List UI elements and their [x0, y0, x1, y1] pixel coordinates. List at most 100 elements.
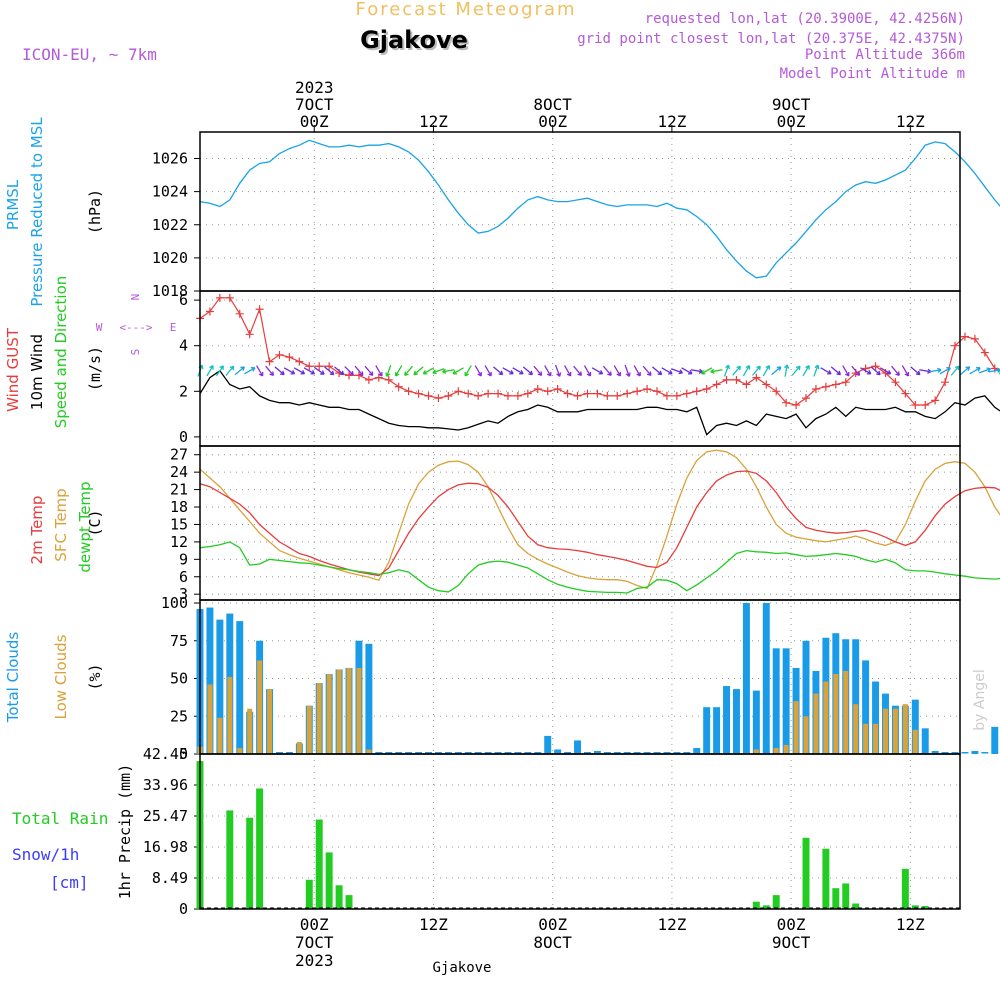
- total-cloud-bar: [603, 752, 611, 754]
- gust-point: [285, 353, 294, 362]
- wind-direction-arrow: [732, 365, 741, 376]
- compass-e: E: [170, 321, 177, 334]
- wind-direction-arrow: [633, 365, 641, 377]
- total-cloud-bar: [633, 752, 641, 754]
- total-cloud-bar: [921, 728, 929, 754]
- total-cloud-bar: [415, 752, 423, 754]
- gust-point: [533, 385, 542, 394]
- location-title-shadow: Gjakove: [362, 28, 470, 56]
- gust-point: [414, 389, 423, 398]
- sfc-temp-label: SFC Temp: [52, 488, 70, 561]
- wind-direction-arrow: [474, 365, 482, 377]
- total-cloud-bar: [713, 707, 721, 754]
- total-cloud-bar: [434, 752, 442, 754]
- wind-direction-arrow: [642, 365, 652, 376]
- gust-point: [821, 382, 830, 391]
- y-tick-label: 1022: [152, 216, 188, 234]
- wind-direction-arrow: [256, 365, 264, 377]
- wind-direction-arrow: [929, 367, 942, 373]
- gust-point: [255, 305, 264, 314]
- gust-point: [951, 341, 960, 350]
- wind-direction-arrow: [283, 367, 296, 375]
- bottom-tick-hour: 00Z: [538, 915, 567, 934]
- gust-point: [513, 391, 522, 400]
- wind-direction-arrow: [225, 365, 235, 376]
- gust-point: [553, 385, 562, 394]
- y-axis-label: (m/s): [86, 346, 104, 391]
- temp2m-line: [199, 470, 1000, 577]
- y-tick-label: 100: [161, 594, 188, 612]
- rain-bar: [345, 895, 353, 909]
- total-cloud-bar: [395, 752, 403, 754]
- gust-point: [394, 382, 403, 391]
- y-tick-label: 3: [179, 585, 188, 603]
- point-altitude: Point Altitude 366m: [805, 47, 965, 63]
- gust-point: [235, 309, 244, 318]
- wind-direction-arrow: [762, 365, 770, 377]
- wind-direction-arrow: [344, 366, 354, 376]
- y-tick-label: 15: [170, 515, 188, 533]
- low-cloud-bar: [247, 708, 253, 754]
- model-altitude: Model Point Altitude m: [780, 66, 965, 82]
- rain-bar: [901, 868, 909, 909]
- wind-direction-arrow: [681, 367, 693, 375]
- top-tick-hour: 12Z: [896, 112, 925, 131]
- total-clouds-label: Total Clouds: [4, 632, 22, 724]
- gust-label: Wind GUST: [4, 327, 22, 412]
- wind-direction-arrow: [820, 367, 832, 375]
- wind-direction-arrow: [802, 365, 810, 377]
- wind-direction-arrow: [851, 365, 861, 376]
- bottom-tick-hour: 12Z: [896, 915, 925, 934]
- model-name: ICON-EU, ~ 7km: [22, 45, 157, 64]
- low-cloud-bar: [783, 744, 789, 754]
- low-cloud-bar: [237, 747, 243, 754]
- gust-point: [494, 389, 503, 398]
- gust-point: [643, 385, 652, 394]
- total-cloud-bar: [285, 752, 293, 754]
- rain-bar: [246, 817, 254, 909]
- y-tick-label: 12: [170, 533, 188, 551]
- total-cloud-bar: [961, 752, 969, 754]
- y-tick-label: 1018: [152, 282, 188, 300]
- total-cloud-bar: [862, 660, 870, 754]
- wind-direction-arrow: [215, 365, 224, 377]
- total-cloud-bar: [216, 619, 224, 754]
- total-cloud-bar: [732, 689, 740, 754]
- wind-direction-arrow: [613, 365, 621, 377]
- wind-direction-arrow: [324, 366, 335, 376]
- rain-bar: [921, 906, 929, 909]
- dewpt-line: [199, 541, 1000, 594]
- wind-direction-arrow: [274, 366, 285, 376]
- wind-direction-arrow: [573, 365, 583, 376]
- gust-point: [325, 362, 334, 371]
- y-tick-label: 1020: [152, 249, 188, 267]
- gust-point: [970, 334, 979, 343]
- gust-point: [295, 357, 304, 366]
- low-cloud-bar: [356, 667, 362, 754]
- wind-direction-arrow: [891, 365, 900, 376]
- chart-subtitle: Forecast Meteogram: [355, 0, 576, 20]
- total-cloud-bar: [693, 747, 701, 754]
- panel-frame: [199, 131, 961, 292]
- y-axis-label: (C): [86, 509, 104, 536]
- wind-direction-arrow: [533, 365, 543, 376]
- wind-direction-arrow: [959, 366, 971, 376]
- low-cloud-bar: [912, 729, 918, 754]
- gust-point: [931, 396, 940, 405]
- wind-direction-arrow: [544, 365, 552, 377]
- gust-point: [603, 391, 612, 400]
- total-cloud-bar: [703, 707, 711, 754]
- total-cloud-bar: [583, 752, 591, 754]
- y-tick-label: 0: [179, 900, 188, 918]
- gust-point: [911, 400, 920, 409]
- wind-direction-arrow: [860, 367, 872, 375]
- y-tick-label: 2: [179, 382, 188, 400]
- gust-point: [245, 330, 254, 339]
- total-cloud-bar: [385, 752, 393, 754]
- wind-direction-arrow: [624, 364, 631, 377]
- rain-bar: [911, 905, 919, 909]
- bottom-tick-date: 7OCT: [295, 933, 334, 952]
- bottom-tick-hour: 00Z: [777, 915, 806, 934]
- bottom-tick-hour: 12Z: [419, 915, 448, 934]
- wind-direction-arrow: [493, 366, 504, 376]
